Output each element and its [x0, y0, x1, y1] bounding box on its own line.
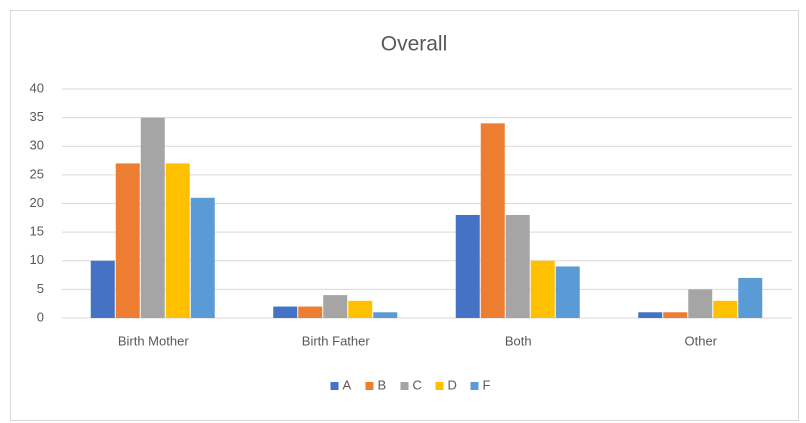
bar [373, 312, 398, 318]
bar [455, 214, 480, 318]
bar [140, 117, 165, 318]
chart-title: Overall [381, 33, 448, 56]
legend-swatch [470, 382, 479, 390]
y-tick-label: 15 [30, 224, 44, 239]
y-tick-label: 20 [30, 195, 44, 210]
y-tick-label: 35 [30, 109, 44, 124]
x-tick-label: Birth Father [302, 333, 371, 348]
bar [190, 197, 215, 318]
y-tick-label: 40 [30, 80, 44, 95]
y-tick-label: 10 [30, 252, 44, 267]
y-tick-label: 30 [30, 138, 44, 153]
bar [738, 277, 763, 318]
x-tick-label: Other [684, 333, 717, 348]
legend-swatch [365, 382, 374, 390]
legend-swatch [400, 382, 409, 390]
bar [713, 300, 738, 318]
x-tick-label: Birth Mother [118, 333, 189, 348]
bar [273, 306, 298, 318]
bar [298, 306, 323, 318]
bar [555, 266, 580, 318]
bar [115, 163, 140, 318]
y-tick-label: 5 [37, 281, 44, 296]
legend-label: C [413, 377, 422, 392]
bar [90, 260, 115, 318]
bar [323, 295, 348, 318]
bar [530, 260, 555, 318]
legend-swatch [435, 382, 444, 390]
bar [480, 123, 505, 318]
x-tick-label: Both [505, 333, 532, 348]
legend-label: B [378, 377, 387, 392]
legend-label: F [483, 377, 491, 392]
bar [348, 300, 373, 318]
legend-label: A [343, 377, 352, 392]
bar [688, 289, 713, 318]
bar [505, 214, 530, 318]
y-tick-label: 25 [30, 166, 44, 181]
bar [663, 312, 688, 318]
legend-swatch [330, 382, 339, 390]
legend-label: D [448, 377, 457, 392]
bar [638, 312, 663, 318]
y-tick-label: 0 [37, 309, 44, 324]
bar [165, 163, 190, 318]
